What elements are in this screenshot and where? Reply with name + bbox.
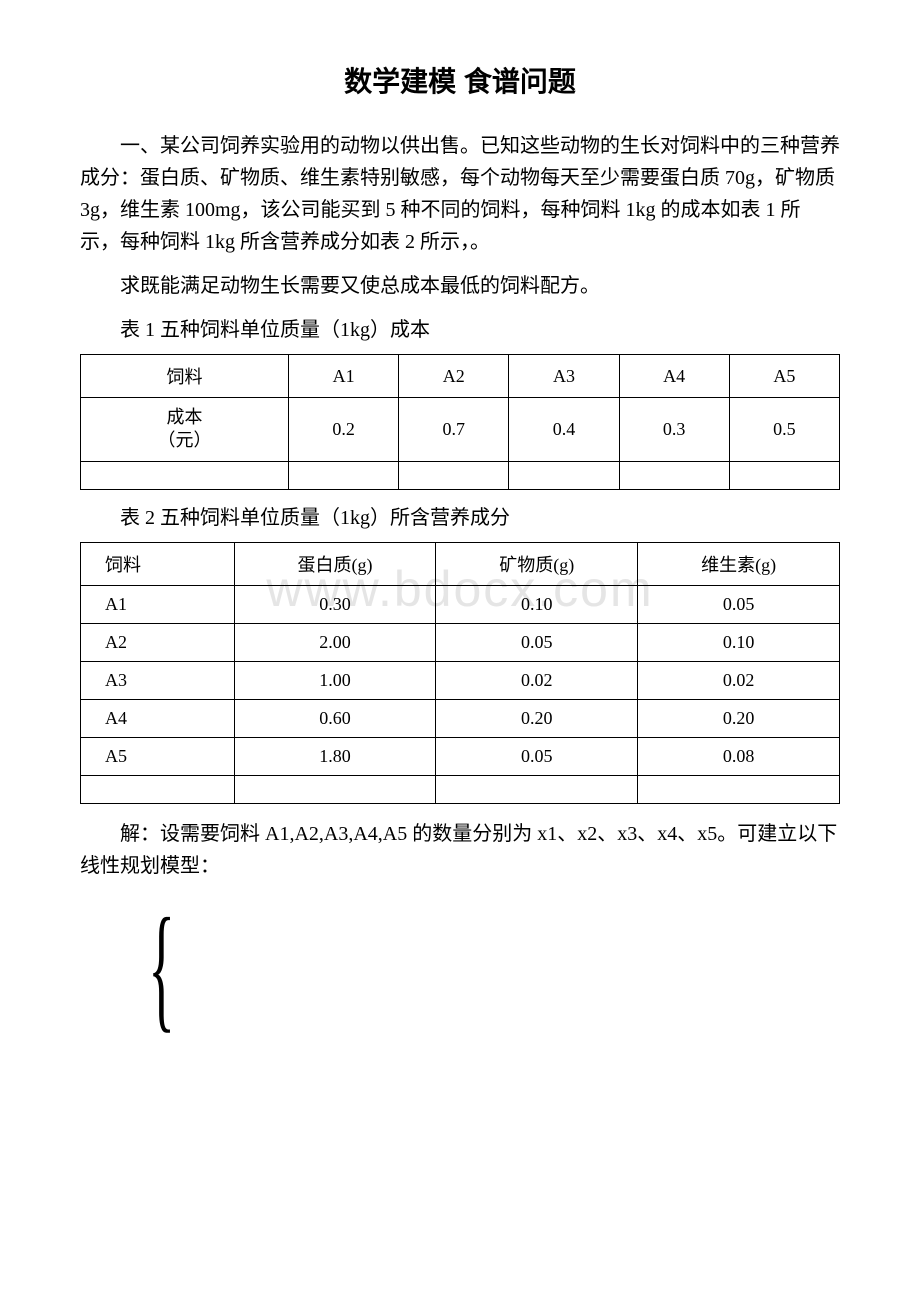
vitamin-cell: 0.20 (638, 699, 840, 737)
table-header-cell: A5 (729, 355, 839, 398)
table1-caption: 表 1 五种饲料单位质量（1kg）成本 (80, 314, 840, 346)
table-header-cell: A2 (399, 355, 509, 398)
intro-paragraph: 一、某公司饲养实验用的动物以供出售。已知这些动物的生长对饲料中的三种营养成分：蛋… (80, 130, 840, 258)
question-text: 求既能满足动物生长需要又使总成本最低的饲料配方。 (80, 270, 840, 302)
empty-cell (234, 775, 436, 803)
table-row: A1 0.30 0.10 0.05 (81, 585, 840, 623)
empty-cell (288, 461, 398, 489)
vitamin-cell: 0.10 (638, 623, 840, 661)
table-row: 成本 （元） 0.2 0.7 0.4 0.3 0.5 (81, 398, 840, 462)
vitamin-cell: 0.02 (638, 661, 840, 699)
feed-cell: A3 (81, 661, 235, 699)
mineral-cell: 0.02 (436, 661, 638, 699)
mineral-cell: 0.05 (436, 623, 638, 661)
empty-cell (436, 775, 638, 803)
table-header-cell: A4 (619, 355, 729, 398)
brace-container: { (80, 898, 840, 1038)
cost-cell: 0.7 (399, 398, 509, 462)
left-brace-icon: { (148, 898, 175, 1038)
table-header-cell: A3 (509, 355, 619, 398)
empty-cell (81, 461, 289, 489)
protein-cell: 0.60 (234, 699, 436, 737)
empty-cell (619, 461, 729, 489)
mineral-cell: 0.20 (436, 699, 638, 737)
empty-cell (399, 461, 509, 489)
vitamin-cell: 0.05 (638, 585, 840, 623)
table-row: A2 2.00 0.05 0.10 (81, 623, 840, 661)
vitamin-cell: 0.08 (638, 737, 840, 775)
table-header-cell: 饲料 (81, 542, 235, 585)
empty-cell (509, 461, 619, 489)
cost-cell: 0.2 (288, 398, 398, 462)
cost-cell: 0.4 (509, 398, 619, 462)
nutrition-table: 饲料 蛋白质(g) 矿物质(g) 维生素(g) A1 0.30 0.10 0.0… (80, 542, 840, 804)
cost-cell: 0.5 (729, 398, 839, 462)
empty-cell (729, 461, 839, 489)
table-row: 饲料 A1 A2 A3 A4 A5 (81, 355, 840, 398)
table-header-cell: 蛋白质(g) (234, 542, 436, 585)
table-header-cell: A1 (288, 355, 398, 398)
table2-caption: 表 2 五种饲料单位质量（1kg）所含营养成分 (80, 502, 840, 534)
mineral-cell: 0.10 (436, 585, 638, 623)
page-title: 数学建模 食谱问题 (80, 60, 840, 100)
table-row: 饲料 蛋白质(g) 矿物质(g) 维生素(g) (81, 542, 840, 585)
cost-label-line2: （元） (157, 430, 211, 450)
feed-cell: A5 (81, 737, 235, 775)
table-row: A5 1.80 0.05 0.08 (81, 737, 840, 775)
protein-cell: 1.80 (234, 737, 436, 775)
empty-cell (638, 775, 840, 803)
cost-label-line1: 成本 (166, 407, 202, 427)
empty-cell (81, 775, 235, 803)
protein-cell: 1.00 (234, 661, 436, 699)
cost-cell: 0.3 (619, 398, 729, 462)
solution-text: 解：设需要饲料 A1,A2,A3,A4,A5 的数量分别为 x1、x2、x3、x… (80, 818, 840, 882)
feed-cell: A1 (81, 585, 235, 623)
feed-cell: A2 (81, 623, 235, 661)
table-header-cell: 维生素(g) (638, 542, 840, 585)
table-row: A4 0.60 0.20 0.20 (81, 699, 840, 737)
cost-table: 饲料 A1 A2 A3 A4 A5 成本 （元） 0.2 0.7 0.4 0.3… (80, 354, 840, 490)
protein-cell: 0.30 (234, 585, 436, 623)
table-row (81, 461, 840, 489)
table-row (81, 775, 840, 803)
cost-label-cell: 成本 （元） (81, 398, 289, 462)
mineral-cell: 0.05 (436, 737, 638, 775)
table-header-cell: 矿物质(g) (436, 542, 638, 585)
protein-cell: 2.00 (234, 623, 436, 661)
table-header-cell: 饲料 (81, 355, 289, 398)
feed-cell: A4 (81, 699, 235, 737)
table-row: A3 1.00 0.02 0.02 (81, 661, 840, 699)
